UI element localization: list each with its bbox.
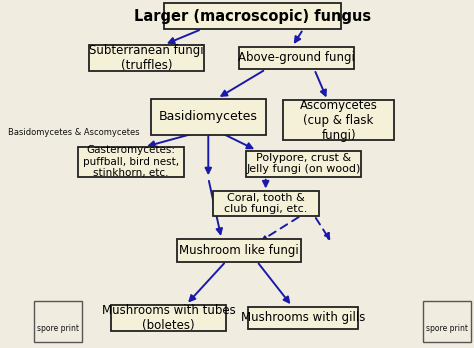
FancyBboxPatch shape xyxy=(283,100,394,140)
Text: Above-ground fungi: Above-ground fungi xyxy=(238,52,355,64)
FancyBboxPatch shape xyxy=(111,305,226,331)
Text: Ascomycetes
(cup & flask
fungi): Ascomycetes (cup & flask fungi) xyxy=(300,99,377,142)
FancyBboxPatch shape xyxy=(34,301,82,342)
Text: Mushrooms with gills: Mushrooms with gills xyxy=(241,311,365,324)
Text: Polypore, crust &
Jelly fungi (on wood): Polypore, crust & Jelly fungi (on wood) xyxy=(246,153,360,174)
FancyBboxPatch shape xyxy=(78,147,184,176)
Text: Mushrooms with tubes
(boletes): Mushrooms with tubes (boletes) xyxy=(101,304,236,332)
Text: Subterranean fungi
(truffles): Subterranean fungi (truffles) xyxy=(89,44,204,72)
FancyBboxPatch shape xyxy=(151,98,266,135)
Text: Mushroom like fungi: Mushroom like fungi xyxy=(179,244,299,257)
FancyBboxPatch shape xyxy=(246,151,361,176)
Text: spore print: spore print xyxy=(37,324,79,333)
FancyBboxPatch shape xyxy=(164,3,341,29)
Text: Basidomycetes & Ascomycetes: Basidomycetes & Ascomycetes xyxy=(8,128,139,137)
FancyBboxPatch shape xyxy=(89,45,204,71)
FancyBboxPatch shape xyxy=(177,239,301,261)
FancyBboxPatch shape xyxy=(422,301,471,342)
Text: Larger (macroscopic) fungus: Larger (macroscopic) fungus xyxy=(134,9,371,24)
FancyBboxPatch shape xyxy=(248,307,358,329)
Text: spore print: spore print xyxy=(426,324,468,333)
Text: Basidiomycetes: Basidiomycetes xyxy=(159,110,258,123)
Text: Coral, tooth &
club fungi, etc.: Coral, tooth & club fungi, etc. xyxy=(224,193,308,214)
FancyBboxPatch shape xyxy=(213,191,319,216)
FancyBboxPatch shape xyxy=(239,47,354,69)
Text: Gasteromycetes:
puffball, bird nest,
stinkhorn, etc.: Gasteromycetes: puffball, bird nest, sti… xyxy=(83,145,179,179)
